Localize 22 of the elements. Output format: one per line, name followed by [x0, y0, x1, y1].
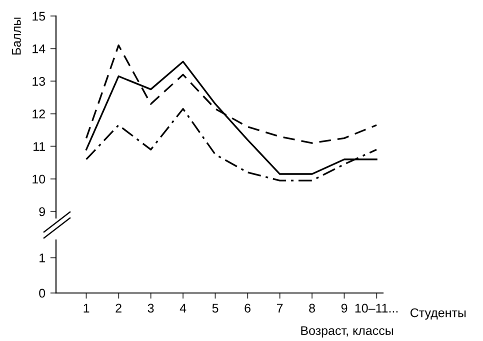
x-tick-label: 4: [180, 304, 186, 312]
x-tick-label: 6: [244, 304, 250, 313]
x-tick-label: 1: [84, 304, 90, 312]
x-tick-label: 7: [276, 304, 283, 312]
x-axis-title: Возраст, классы: [301, 326, 393, 338]
y-tick-label: 0: [39, 288, 46, 298]
y-tick-label: 12: [32, 110, 45, 118]
text: Студенты: [410, 308, 466, 320]
y-tick-label: 1: [40, 254, 45, 262]
x-tick-label: 2: [116, 304, 122, 312]
x-tick-label: 9: [341, 304, 348, 313]
y-tick-label: 10: [32, 174, 46, 184]
y-axis-title: Баллы: [12, 18, 21, 55]
x-tick-label: 3: [148, 304, 154, 313]
x-tick-label: 8: [309, 304, 315, 313]
x-tick-label: 5: [212, 304, 218, 313]
y-tick-label: 14: [32, 44, 46, 54]
y-tick-label: 15: [32, 12, 46, 21]
y-tick-label: 11: [34, 142, 45, 151]
y-tick-label: 13: [32, 76, 46, 86]
y-tick-label: 9: [39, 207, 45, 216]
x-tick-label: 10–11...: [355, 304, 398, 313]
